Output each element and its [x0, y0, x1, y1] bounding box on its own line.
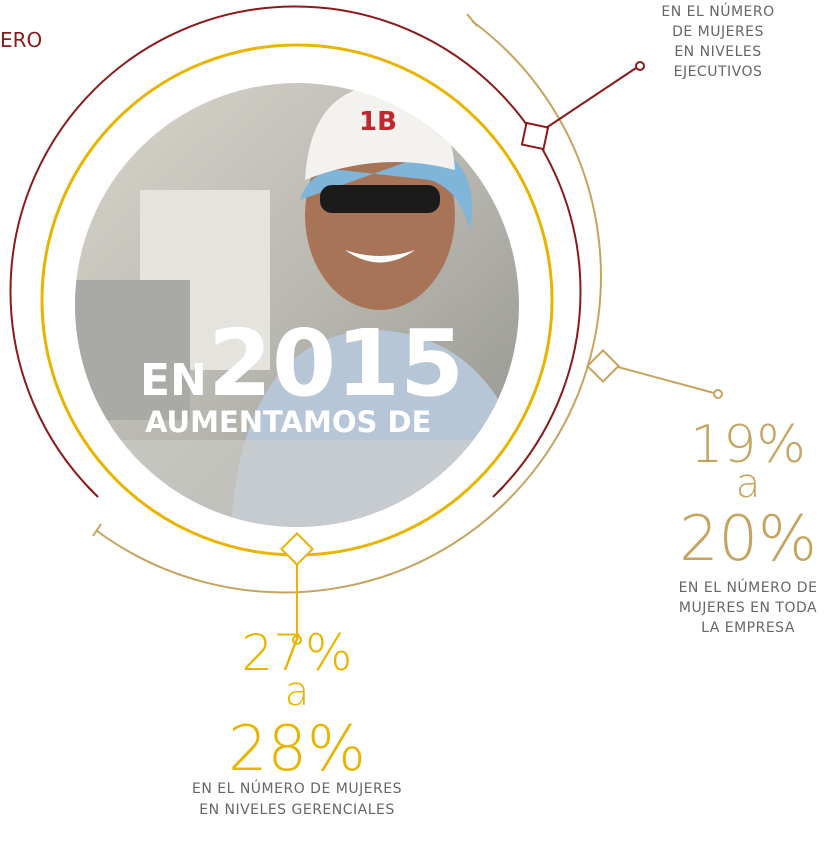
arc-end — [492, 486, 504, 498]
connector-dot — [635, 61, 645, 71]
management-from: 27% — [241, 624, 352, 682]
arc-end — [87, 486, 99, 498]
caption-line: EN EL NÚMERO — [661, 2, 774, 20]
arc-end — [92, 523, 102, 537]
center-prefix: EN — [140, 355, 207, 406]
company-to: 20% — [679, 502, 817, 575]
company-caption: EN EL NÚMERO DE MUJERES EN TODA LA EMPRESA — [679, 578, 818, 636]
management-joiner: a — [285, 669, 310, 715]
management-caption: EN EL NÚMERO DE MUJERES EN NIVELES GERENC… — [192, 779, 402, 818]
company-joiner: a — [736, 461, 761, 507]
company-from: 19% — [690, 415, 806, 475]
caption-line: EN NIVELES GERENCIALES — [199, 802, 395, 818]
svg-text:1B: 1B — [359, 107, 397, 137]
center-year: 2015 — [208, 310, 464, 417]
connector-line — [617, 366, 715, 394]
management-to: 28% — [228, 712, 366, 785]
caption-line: EJECUTIVOS — [674, 64, 763, 80]
caption-line: EN EL NÚMERO DE — [679, 578, 818, 596]
center-subtitle: AUMENTAMOS DE — [145, 405, 431, 439]
connector-line — [545, 67, 637, 129]
caption-line: MUJERES EN TODA — [679, 600, 817, 616]
tan-arc — [96, 20, 602, 594]
arc-end — [466, 13, 478, 27]
connector-diamond — [280, 532, 314, 566]
connector-diamond — [586, 349, 620, 383]
caption-line: DE MUJERES — [672, 24, 764, 40]
caption-line: LA EMPRESA — [701, 620, 795, 636]
connector-square — [520, 121, 550, 151]
connector-dot — [292, 635, 302, 645]
corner-text: ERO — [0, 28, 42, 52]
caption-line: EN EL NÚMERO DE MUJERES — [192, 779, 402, 797]
executive-caption: EN EL NÚMERO DE MUJERES EN NIVELES EJECUTIV… — [661, 2, 774, 80]
red-arc — [9, 5, 582, 493]
caption-line: EN NIVELES — [674, 44, 761, 60]
connector-dot — [713, 389, 723, 399]
